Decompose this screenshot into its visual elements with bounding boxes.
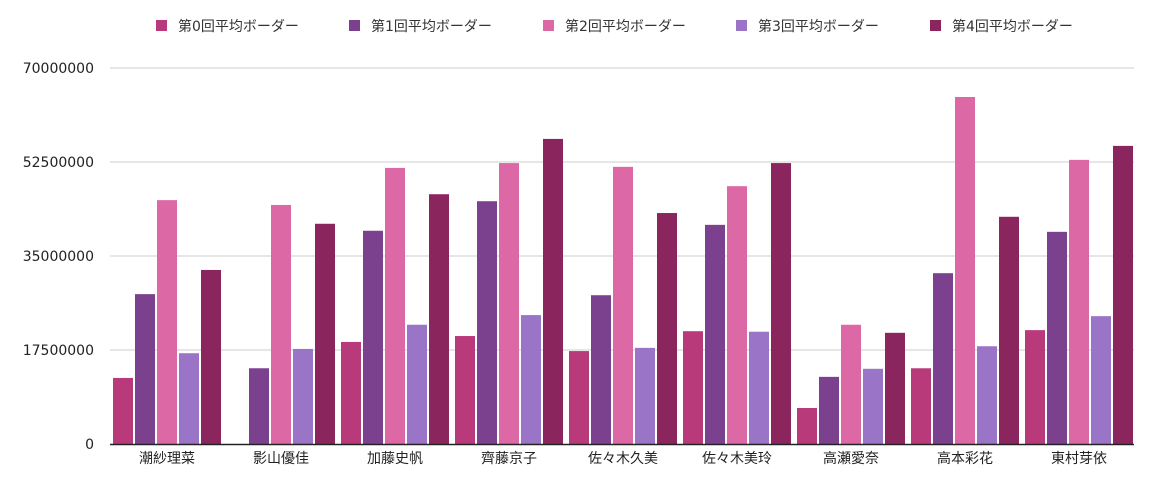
legend: 第0回平均ボーダー 第1回平均ボーダー 第2回平均ボーダー 第3回平均ボーダー 第4回平… — [156, 18, 1073, 35]
legend-item[interactable]: 第3回平均ボーダー — [736, 18, 879, 35]
bar — [683, 331, 703, 444]
bar — [999, 216, 1019, 444]
bar — [249, 368, 269, 444]
legend-item[interactable]: 第2回平均ボーダー — [543, 18, 686, 35]
y-tick-label: 0 — [85, 437, 94, 453]
bar — [841, 324, 861, 444]
legend-item[interactable]: 第1回平均ボーダー — [349, 18, 492, 35]
bar — [819, 376, 839, 444]
bar — [933, 273, 953, 444]
bar — [705, 224, 725, 444]
bar — [407, 324, 427, 444]
legend-label: 第4回平均ボーダー — [952, 18, 1073, 35]
bar-group — [455, 138, 563, 444]
x-tick-label: 高瀬愛奈 — [823, 450, 879, 467]
bar — [179, 353, 199, 444]
legend-swatch — [543, 20, 554, 31]
bar — [863, 368, 883, 444]
legend-label: 第3回平均ボーダー — [758, 18, 879, 35]
bar — [635, 347, 655, 444]
bar — [1047, 231, 1067, 444]
legend-item[interactable]: 第0回平均ボーダー — [156, 18, 299, 35]
bar — [1113, 145, 1133, 444]
bar-group — [683, 163, 791, 444]
bar — [797, 408, 817, 444]
y-tick-label: 17500000 — [23, 343, 94, 359]
x-tick-label: 佐々木久美 — [588, 451, 658, 467]
x-tick-label: 東村芽依 — [1051, 451, 1107, 467]
bar — [201, 269, 221, 444]
x-tick-label: 高本彩花 — [937, 450, 993, 467]
bar — [591, 295, 611, 444]
bar — [521, 315, 541, 444]
x-tick-label: 齊藤京子 — [481, 450, 537, 467]
bar — [955, 97, 975, 445]
bar — [771, 163, 791, 444]
x-tick-label: 影山優佳 — [253, 451, 309, 467]
y-tick-label: 70000000 — [23, 61, 94, 77]
legend-item[interactable]: 第4回平均ボーダー — [930, 18, 1073, 35]
legend-label: 第1回平均ボーダー — [371, 18, 492, 35]
bar — [1091, 316, 1111, 444]
bar — [543, 138, 563, 444]
x-tick-label: 潮紗理菜 — [139, 451, 195, 467]
bar — [569, 351, 589, 444]
bar-group — [911, 97, 1019, 445]
bar — [977, 346, 997, 444]
bar — [293, 348, 313, 444]
bar — [385, 167, 405, 444]
x-tick-label: 加藤史帆 — [367, 451, 423, 467]
bar-group — [341, 167, 449, 444]
bar — [613, 166, 633, 444]
bar — [1025, 330, 1045, 444]
bar — [727, 186, 747, 444]
bar — [455, 336, 475, 444]
legend-swatch — [349, 20, 360, 31]
bar-group — [113, 200, 221, 444]
x-tick-label: 佐々木美玲 — [702, 451, 772, 467]
legend-swatch — [736, 20, 747, 31]
bar — [157, 200, 177, 444]
bar — [657, 213, 677, 444]
bar — [429, 194, 449, 444]
y-tick-label: 35000000 — [23, 249, 94, 265]
legend-swatch — [156, 20, 167, 31]
bar — [271, 204, 291, 444]
bar-group — [797, 324, 905, 444]
bar — [477, 201, 497, 444]
bar — [315, 223, 335, 444]
x-axis-labels: 潮紗理菜 影山優佳 加藤史帆 齊藤京子 佐々木久美 佐々木美玲 高瀬愛奈 高本彩花 東村芽依 — [139, 450, 1107, 467]
bar — [341, 341, 361, 444]
bar — [113, 377, 133, 444]
legend-label: 第0回平均ボーダー — [178, 18, 299, 35]
bars — [110, 97, 1134, 446]
bar — [135, 294, 155, 444]
bar — [911, 368, 931, 444]
bar-group — [249, 204, 335, 444]
bar-group — [569, 166, 677, 444]
legend-label: 第2回平均ボーダー — [565, 18, 686, 35]
bar — [885, 332, 905, 444]
bar — [499, 163, 519, 444]
bar-group — [1025, 145, 1133, 444]
bar — [1069, 159, 1089, 444]
legend-swatch — [930, 20, 941, 31]
bar — [749, 331, 769, 444]
y-tick-label: 52500000 — [23, 155, 94, 171]
bar — [363, 230, 383, 444]
